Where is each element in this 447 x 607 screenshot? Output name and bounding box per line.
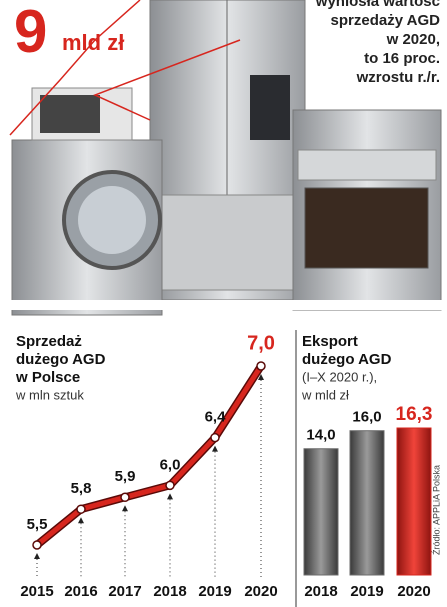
headline-text: to 16 proc.: [364, 50, 440, 67]
chart-title: Eksport: [302, 333, 358, 350]
chart-title: Sprzedaż: [16, 333, 82, 350]
headline-unit: mld zł: [62, 30, 124, 55]
value-label: 7,0: [247, 332, 275, 354]
bar: [349, 430, 385, 576]
x-tick-label: 2018: [304, 583, 337, 600]
x-tick-label: 2015: [20, 583, 53, 600]
value-label: 6,4: [205, 409, 227, 426]
point: [120, 492, 130, 503]
drop-arrow: [167, 493, 173, 500]
point: [76, 504, 86, 514]
headline-text: wzrostu r./r.: [356, 69, 440, 86]
x-tick-label: 2019: [198, 583, 231, 600]
x-tick-label: 2016: [64, 583, 97, 600]
x-tick-label: 2020: [397, 583, 430, 600]
point: [165, 480, 175, 491]
chart-title: dużego AGD: [302, 351, 392, 368]
point: [210, 432, 220, 443]
source: Źródło: APPLiA Polska: [431, 465, 441, 555]
chart-title: dużego AGD: [16, 351, 106, 368]
x-tick-label: 2017: [108, 583, 141, 600]
chart-subtitle: (I–X 2020 r.),: [302, 369, 377, 384]
headline-number: 9: [14, 0, 47, 65]
drop-arrow: [122, 505, 128, 512]
bar: [303, 448, 339, 576]
line: [34, 363, 264, 548]
headline-text: wyniosła wartość: [315, 0, 440, 10]
drop-arrow: [34, 553, 40, 559]
drop-arrow: [258, 374, 264, 380]
headline-text: sprzedaży AGD: [331, 12, 441, 29]
point: [32, 540, 42, 550]
chart-title: w Polsce: [15, 369, 80, 386]
chart-subtitle: w mld zł: [301, 387, 349, 402]
point: [256, 361, 266, 371]
value-label: 14,0: [306, 427, 335, 444]
value-label: 6,0: [160, 456, 181, 473]
value-label: 16,0: [352, 409, 381, 426]
value-label: 5,8: [71, 480, 92, 497]
x-tick-label: 2018: [153, 583, 186, 600]
chart-subtitle: w mln sztuk: [15, 387, 84, 402]
bar: [396, 427, 432, 576]
value-label: 5,9: [115, 468, 136, 485]
x-tick-label: 2020: [244, 583, 277, 600]
appliance-photo: [9, 0, 442, 316]
headline-text: w 2020,: [386, 31, 440, 48]
drop-arrow: [78, 517, 84, 524]
x-tick-label: 2019: [350, 583, 383, 600]
value-label: 5,5: [27, 516, 48, 533]
value-label: 16,3: [396, 404, 433, 425]
drop-arrow: [212, 445, 218, 452]
